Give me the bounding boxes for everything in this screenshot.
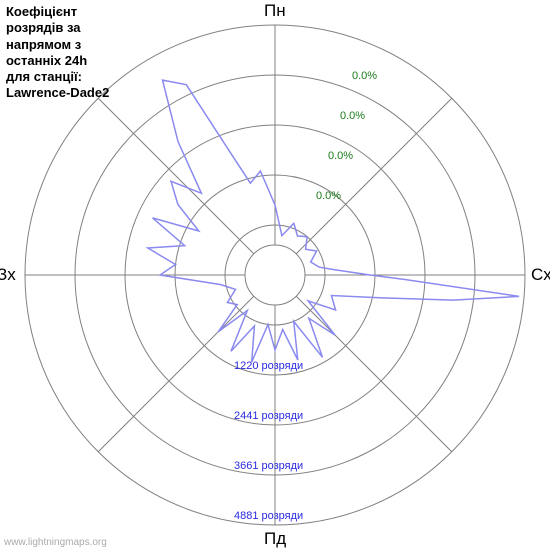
chart-title: Коефіцієнт розрядів за напрямом з останн… (6, 4, 109, 102)
axis-label-west: Зх (0, 265, 16, 285)
footer-attribution: www.lightningmaps.org (4, 537, 107, 548)
axis-label-south: Пд (264, 529, 286, 549)
ring-stroke-label: 4881 розряди (234, 510, 303, 522)
ring-stroke-label: 1220 розряди (234, 360, 303, 372)
axis-label-north: Пн (264, 1, 286, 21)
polar-chart-container: Коефіцієнт розрядів за напрямом з останн… (0, 0, 550, 550)
ring-percent-label: 0.0% (340, 110, 365, 122)
direction-line (148, 80, 519, 362)
ring-percent-label: 0.0% (316, 190, 341, 202)
ring-stroke-label: 2441 розряди (234, 410, 303, 422)
ring-percent-label: 0.0% (328, 150, 353, 162)
axis-label-east: Сх (531, 265, 550, 285)
ring-percent-label: 0.0% (352, 70, 377, 82)
ring-stroke-label: 3661 розряди (234, 460, 303, 472)
